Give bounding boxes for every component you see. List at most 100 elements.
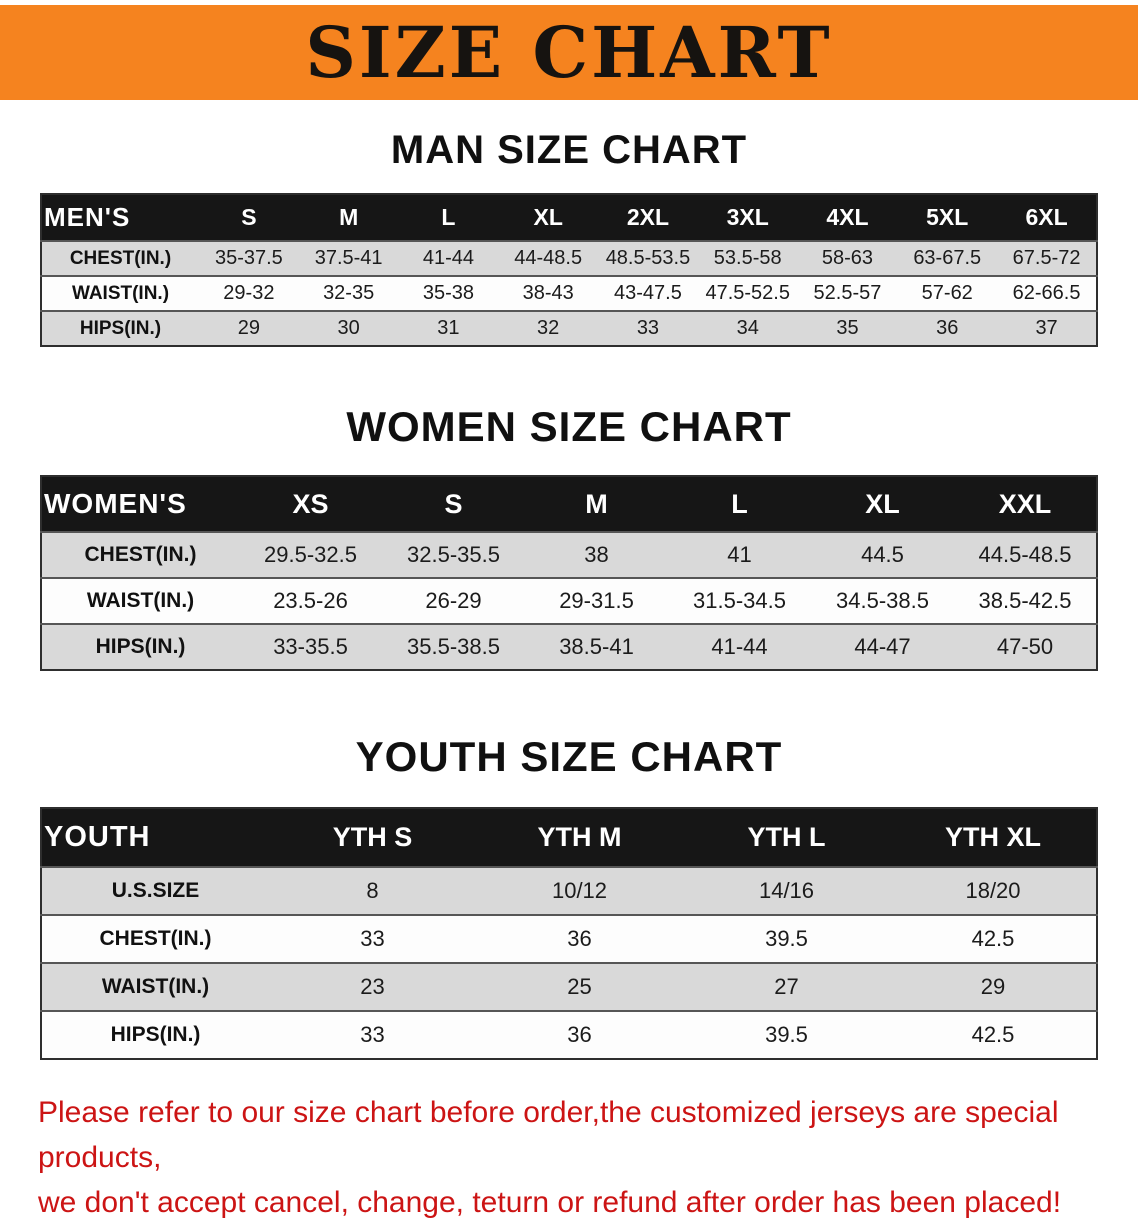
size-column-header: S [199,194,299,241]
women-size-section: WOMEN SIZE CHART WOMEN'S XS S M L XL XXL CHEST(I… [0,403,1138,671]
size-column-header: XL [811,476,954,532]
table-body: CHEST(IN.) 35-37.5 37.5-41 41-44 44-48.5 48.5… [41,241,1097,346]
size-value: 67.5-72 [1012,247,1081,269]
size-chart-page: SIZE CHART MAN SIZE CHART MEN'S S M L XL 2XL 3X… [0,5,1138,1225]
size-value: 63-67.5 [913,247,982,269]
size-value: 23 [360,974,385,999]
size-column-header: XS [239,476,382,532]
row-label: CHEST(IN.) [69,247,172,269]
size-value: 62-66.5 [1012,282,1081,304]
youth-size-table: YOUTH YTH S YTH M YTH L YTH XL U.S.SIZE 8 10/12… [40,807,1098,1060]
size-value: 37 [1035,317,1058,339]
disclaimer: Please refer to our size chart before or… [38,1090,1108,1225]
size-value: 29.5-32.5 [264,542,357,567]
women-header-label: WOMEN'S [41,476,239,532]
size-column-header: YTH L [683,808,890,867]
row-label: WAIST(IN.) [101,975,210,998]
table-row: HIPS(IN.) 33 36 39.5 42.5 [41,1011,1097,1059]
row-label: U.S.SIZE [111,879,200,902]
size-column-header: 4XL [797,194,898,241]
size-value: 39.5 [765,926,808,951]
row-label: WAIST(IN.) [86,589,195,612]
size-value: 34.5-38.5 [836,588,929,613]
size-value: 29-32 [223,282,275,304]
size-value: 29 [237,317,260,339]
size-column-header: L [398,194,499,241]
row-label: CHEST(IN.) [84,543,197,566]
table-row: WAIST(IN.) 23.5-26 26-29 29-31.5 31.5-34.5 34… [41,578,1097,624]
table-row: WAIST(IN.) 23 25 27 29 [41,963,1097,1011]
size-value: 25 [567,974,592,999]
size-column-header: S [382,476,525,532]
size-column-header: XL [498,194,599,241]
table-body: U.S.SIZE 8 10/12 14/16 18/20 CHEST(IN.) 33 36 39… [41,867,1097,1059]
size-value: 35-38 [422,282,474,304]
size-value: 33 [360,926,385,951]
table-row: CHEST(IN.) 35-37.5 37.5-41 41-44 44-48.5 48.5… [41,241,1097,276]
size-value: 44-47 [854,634,911,659]
size-value: 29-31.5 [559,588,634,613]
table-row: U.S.SIZE 8 10/12 14/16 18/20 [41,867,1097,915]
size-column-header: 6XL [997,194,1097,241]
table-row: CHEST(IN.) 33 36 39.5 42.5 [41,915,1097,963]
size-value: 38-43 [522,282,574,304]
table-head: WOMEN'S XS S M L XL XXL [41,476,1097,532]
size-value: 35-37.5 [214,247,283,269]
youth-header-label: YOUTH [41,808,269,867]
row-label: HIPS(IN.) [79,317,162,339]
row-label: CHEST(IN.) [99,927,212,950]
men-size-section: MAN SIZE CHART MEN'S S M L XL 2XL 3XL 4XL 5XL 6XL C… [0,128,1138,347]
table-row: CHEST(IN.) 29.5-32.5 32.5-35.5 38 41 44.5 44.5… [41,532,1097,578]
size-value: 36 [567,1022,592,1047]
size-value: 32-35 [323,282,375,304]
banner: SIZE CHART [0,5,1138,100]
size-value: 47-50 [996,634,1054,659]
size-value: 26-29 [425,588,482,613]
size-value: 58-63 [821,247,874,269]
size-value: 34 [736,317,759,339]
size-value: 27 [774,974,799,999]
size-value: 42.5 [971,926,1015,951]
size-value: 41-44 [422,247,474,269]
men-header-label: MEN'S [41,194,199,241]
size-value: 33 [360,1022,385,1047]
size-value: 18/20 [965,878,1021,903]
size-column-header: 2XL [598,194,698,241]
size-value: 41-44 [711,634,768,659]
size-value: 39.5 [765,1022,808,1047]
size-value: 43-47.5 [614,282,682,304]
size-value: 37.5-41 [314,247,383,269]
size-value: 32 [537,317,560,339]
men-size-table: MEN'S S M L XL 2XL 3XL 4XL 5XL 6XL CHEST(IN.) 35-37… [40,193,1098,347]
youth-size-section: YOUTH SIZE CHART YOUTH YTH S YTH M YTH L YTH … [0,733,1138,1060]
size-column-header: XXL [954,476,1097,532]
size-column-header: L [668,476,811,532]
men-size-heading: MAN SIZE CHART [390,128,748,172]
size-value: 57-62 [921,282,973,304]
size-value: 52.5-57 [813,282,882,304]
size-value: 14/16 [758,878,815,903]
row-label: WAIST(IN.) [71,282,170,304]
size-column-header: YTH M [476,808,683,867]
size-value: 47.5-52.5 [705,282,790,304]
size-value: 32.5-35.5 [407,542,500,567]
size-value: 35 [836,317,859,339]
size-value: 30 [337,317,360,339]
header-row: WOMEN'S XS S M L XL XXL [41,476,1097,532]
size-column-header: M [525,476,668,532]
row-label: HIPS(IN.) [95,635,186,658]
size-value: 44-48.5 [514,247,583,269]
size-value: 48.5-53.5 [605,247,691,269]
table-row: WAIST(IN.) 29-32 32-35 35-38 38-43 43-47.5 47.… [41,276,1097,311]
size-value: 31.5-34.5 [693,588,786,613]
size-value: 36 [567,926,592,951]
header-row: YOUTH YTH S YTH M YTH L YTH XL [41,808,1097,867]
size-value: 33 [636,317,660,339]
size-chart-sections: MAN SIZE CHART MEN'S S M L XL 2XL 3XL 4XL 5XL 6XL C… [0,128,1138,1060]
size-value: 33-35.5 [273,634,348,659]
header-row: MEN'S S M L XL 2XL 3XL 4XL 5XL 6XL [41,194,1097,241]
size-value: 38.5-42.5 [978,588,1072,613]
table-row: HIPS(IN.) 29 30 31 32 33 34 35 36 37 [41,311,1097,346]
size-value: 36 [936,317,959,339]
size-column-header: YTH XL [890,808,1097,867]
